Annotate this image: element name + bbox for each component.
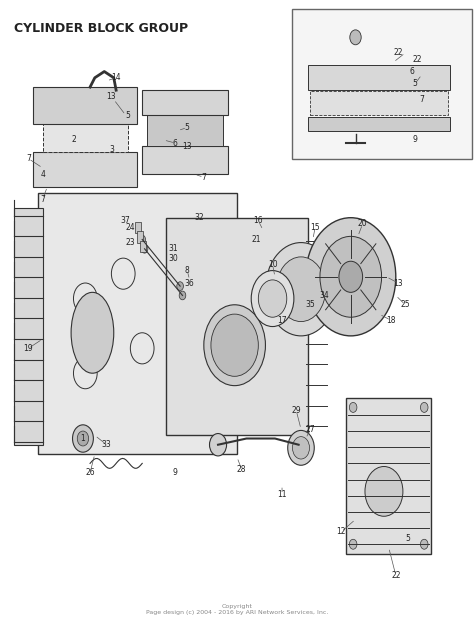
Text: 7: 7	[419, 95, 424, 104]
FancyBboxPatch shape	[33, 87, 137, 124]
FancyBboxPatch shape	[14, 208, 43, 445]
Text: 19: 19	[24, 344, 33, 353]
Text: 17: 17	[277, 316, 287, 325]
Circle shape	[73, 425, 93, 452]
FancyBboxPatch shape	[38, 193, 237, 454]
Circle shape	[420, 539, 428, 549]
Text: 25: 25	[401, 300, 410, 309]
Text: CYLINDER BLOCK GROUP: CYLINDER BLOCK GROUP	[14, 22, 188, 35]
Circle shape	[204, 305, 265, 386]
FancyBboxPatch shape	[142, 146, 228, 174]
Text: 5: 5	[405, 534, 410, 542]
Circle shape	[320, 236, 382, 317]
Text: 5: 5	[185, 123, 190, 132]
Text: 4: 4	[40, 170, 45, 179]
Bar	[135, 222, 141, 233]
Text: 27: 27	[306, 425, 315, 434]
Text: 36: 36	[185, 279, 194, 287]
Text: 13: 13	[393, 279, 403, 287]
Circle shape	[276, 257, 326, 322]
Text: 12: 12	[337, 527, 346, 536]
Text: 32: 32	[194, 213, 204, 222]
FancyBboxPatch shape	[292, 9, 472, 159]
Text: 35: 35	[306, 300, 315, 309]
Circle shape	[258, 280, 287, 317]
Text: 15: 15	[310, 223, 320, 231]
Circle shape	[349, 539, 357, 549]
Circle shape	[177, 282, 183, 290]
Text: 28: 28	[237, 465, 246, 474]
Text: 6: 6	[173, 139, 178, 147]
Text: 37: 37	[121, 216, 130, 225]
Circle shape	[211, 314, 258, 376]
Text: 22: 22	[393, 49, 403, 57]
Text: 20: 20	[358, 220, 367, 228]
Ellipse shape	[71, 292, 114, 373]
Circle shape	[350, 30, 361, 45]
Circle shape	[141, 244, 148, 253]
Text: 7: 7	[201, 173, 206, 182]
Circle shape	[210, 434, 227, 456]
FancyBboxPatch shape	[310, 91, 448, 115]
FancyBboxPatch shape	[142, 90, 228, 115]
Circle shape	[77, 431, 89, 446]
Text: 29: 29	[292, 406, 301, 415]
Text: 31: 31	[168, 244, 178, 253]
Text: 5: 5	[126, 111, 130, 119]
Text: 14: 14	[111, 73, 121, 82]
Text: 6: 6	[410, 67, 415, 76]
Text: 34: 34	[320, 291, 329, 300]
Text: 10: 10	[268, 260, 277, 269]
FancyBboxPatch shape	[308, 117, 450, 131]
FancyBboxPatch shape	[308, 65, 450, 90]
Text: 1: 1	[81, 434, 85, 443]
Text: 30: 30	[168, 254, 178, 262]
Text: 23: 23	[126, 238, 135, 247]
Circle shape	[139, 235, 146, 244]
Circle shape	[179, 291, 186, 300]
Text: 13: 13	[182, 142, 192, 151]
Circle shape	[251, 271, 294, 327]
Text: 7: 7	[40, 195, 45, 203]
Text: 7: 7	[26, 154, 31, 163]
Text: 22: 22	[412, 55, 422, 63]
Circle shape	[339, 261, 363, 292]
Text: 3: 3	[109, 145, 114, 154]
Text: 22: 22	[391, 571, 401, 580]
Text: 13: 13	[107, 92, 116, 101]
FancyBboxPatch shape	[346, 398, 431, 554]
FancyBboxPatch shape	[147, 115, 223, 146]
Text: 21: 21	[251, 235, 261, 244]
Text: 11: 11	[277, 490, 287, 499]
Circle shape	[306, 218, 396, 336]
Text: 18: 18	[386, 316, 396, 325]
Text: 26: 26	[85, 468, 95, 477]
Circle shape	[349, 402, 357, 412]
Text: 2: 2	[71, 136, 76, 144]
Circle shape	[292, 437, 310, 459]
Text: 9: 9	[173, 468, 178, 477]
FancyBboxPatch shape	[43, 124, 128, 152]
Bar	[137, 231, 143, 243]
Text: Copyright
Page design (c) 2004 - 2016 by ARI Network Services, Inc.: Copyright Page design (c) 2004 - 2016 by…	[146, 604, 328, 615]
Text: 24: 24	[126, 223, 135, 231]
FancyBboxPatch shape	[33, 152, 137, 187]
Text: 9: 9	[412, 136, 417, 144]
Circle shape	[420, 402, 428, 412]
Text: 33: 33	[102, 440, 111, 449]
Circle shape	[288, 430, 314, 465]
Text: 16: 16	[254, 216, 263, 225]
FancyBboxPatch shape	[166, 218, 308, 435]
Circle shape	[365, 466, 403, 516]
Bar	[140, 241, 146, 252]
Text: 8: 8	[185, 266, 190, 275]
Text: 5: 5	[412, 80, 417, 88]
Circle shape	[265, 243, 337, 336]
